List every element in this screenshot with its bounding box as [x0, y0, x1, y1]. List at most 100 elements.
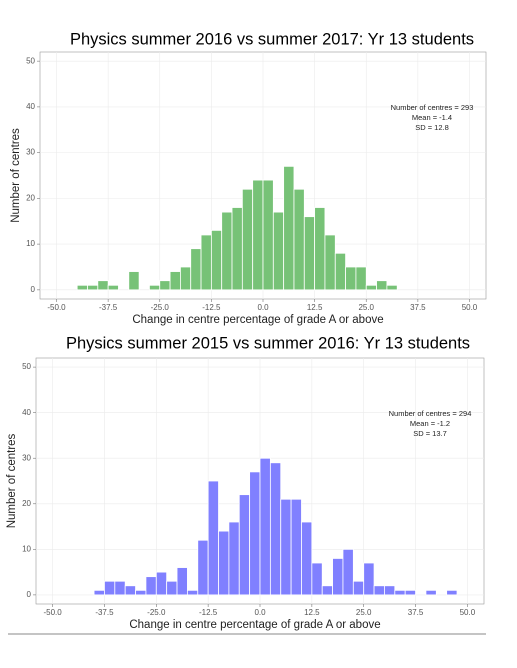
- bar: [159, 280, 171, 291]
- bar: [76, 284, 88, 291]
- bar: [104, 580, 116, 596]
- bar: [93, 589, 105, 596]
- y-axis-label: Number of centres: [10, 128, 22, 223]
- y-tick-label: 30: [26, 148, 35, 157]
- x-tick-label: 12.5: [307, 303, 323, 312]
- bar: [352, 580, 365, 596]
- x-tick-label: -25.0: [147, 608, 166, 617]
- bar: [280, 498, 292, 596]
- bar: [259, 457, 271, 596]
- y-tick-label: 40: [26, 102, 35, 111]
- bar: [373, 585, 385, 596]
- bar: [332, 558, 344, 596]
- x-tick-label: 50.0: [460, 608, 476, 617]
- bar: [342, 548, 354, 596]
- bar: [145, 576, 157, 596]
- bar: [363, 562, 375, 596]
- bar: [231, 207, 243, 291]
- bar: [176, 567, 188, 596]
- bar: [293, 188, 305, 291]
- x-tick-label: 37.5: [410, 303, 426, 312]
- y-tick-label: 0: [31, 285, 36, 294]
- y-tick-label: 20: [26, 193, 35, 202]
- annotation: Mean = -1.4: [412, 113, 452, 122]
- x-tick-label: -50.0: [43, 608, 62, 617]
- bar: [324, 234, 336, 291]
- x-tick-label: -50.0: [47, 303, 66, 312]
- bar: [425, 589, 437, 596]
- bar: [404, 589, 416, 596]
- bar: [394, 589, 406, 596]
- bar: [290, 498, 302, 596]
- bar: [169, 271, 181, 291]
- bar: [386, 284, 398, 291]
- bar: [87, 284, 99, 291]
- x-tick-label: -12.5: [199, 608, 218, 617]
- bar: [283, 165, 295, 291]
- bar: [187, 589, 199, 596]
- chart-title: Physics summer 2016 vs summer 2017: Yr 1…: [70, 30, 474, 48]
- bar: [210, 229, 223, 291]
- bar: [218, 530, 230, 596]
- annotation: Mean = -1.2: [410, 419, 450, 428]
- y-tick-label: 20: [22, 499, 31, 508]
- bar: [228, 521, 240, 596]
- bar: [446, 589, 458, 596]
- x-tick-label: -25.0: [151, 303, 170, 312]
- x-tick-label: -12.5: [202, 303, 221, 312]
- bar: [365, 284, 377, 291]
- bar: [303, 216, 316, 291]
- bar: [114, 580, 126, 596]
- y-tick-label: 0: [27, 590, 32, 599]
- x-tick-label: 50.0: [462, 303, 478, 312]
- bar: [207, 480, 219, 596]
- bar: [301, 521, 313, 596]
- bar: [249, 471, 261, 596]
- bar: [252, 179, 264, 291]
- bar: [180, 266, 192, 291]
- y-tick-label: 50: [22, 362, 31, 371]
- bar: [155, 571, 168, 596]
- y-tick-label: 30: [22, 453, 31, 462]
- bar: [238, 494, 251, 596]
- bar: [97, 280, 109, 291]
- bar: [128, 271, 140, 291]
- bar: [384, 585, 396, 596]
- bar: [149, 284, 161, 291]
- bar: [107, 284, 119, 291]
- x-tick-label: -37.5: [99, 303, 118, 312]
- bar: [272, 211, 285, 291]
- bar: [197, 539, 209, 596]
- bar: [376, 280, 388, 291]
- bar: [124, 585, 136, 596]
- annotation: Number of centres = 294: [389, 409, 472, 418]
- x-tick-label: 0.0: [257, 303, 269, 312]
- bar: [334, 252, 346, 291]
- annotation: SD = 13.7: [413, 429, 447, 438]
- x-tick-label: 0.0: [254, 608, 266, 617]
- x-tick-label: 12.5: [304, 608, 320, 617]
- x-tick-label: -37.5: [95, 608, 114, 617]
- bar: [241, 188, 254, 291]
- x-tick-label: 25.0: [358, 303, 374, 312]
- x-axis-label: Change in centre percentage of grade A o…: [132, 314, 383, 326]
- bar: [135, 589, 147, 596]
- y-tick-label: 10: [22, 544, 31, 553]
- y-tick-label: 40: [22, 408, 31, 417]
- bar: [166, 580, 178, 596]
- bar: [314, 207, 326, 291]
- bar: [355, 266, 367, 291]
- bar: [190, 248, 202, 291]
- bar: [262, 179, 274, 291]
- bar: [321, 585, 333, 596]
- bar: [311, 562, 323, 596]
- annotation: Number of centres = 293: [391, 103, 474, 112]
- x-tick-label: 37.5: [408, 608, 424, 617]
- x-tick-label: 25.0: [356, 608, 372, 617]
- bar: [200, 234, 212, 291]
- annotation: SD = 12.8: [415, 123, 449, 132]
- y-axis-label: Number of centres: [6, 433, 18, 528]
- x-axis-label: Change in centre percentage of grade A o…: [129, 619, 380, 631]
